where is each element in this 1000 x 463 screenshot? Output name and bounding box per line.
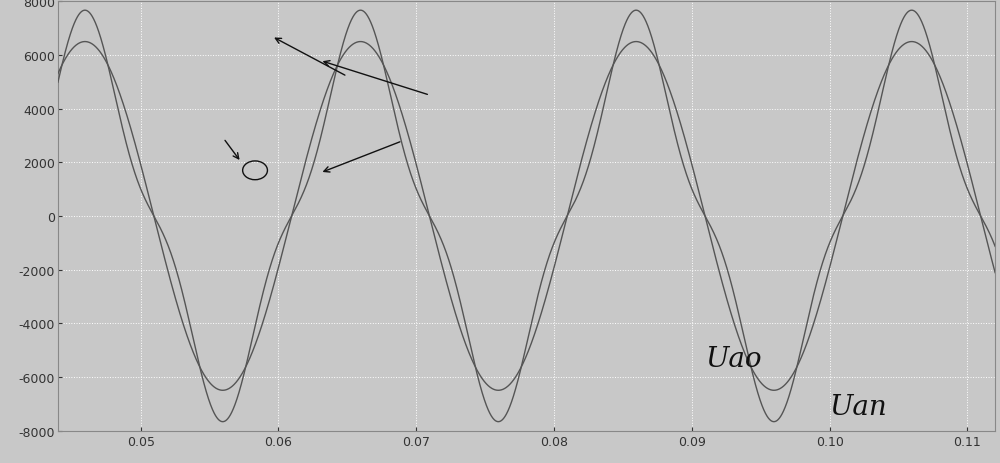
Text: Uan: Uan (830, 394, 887, 420)
Text: Uao: Uao (706, 345, 762, 372)
